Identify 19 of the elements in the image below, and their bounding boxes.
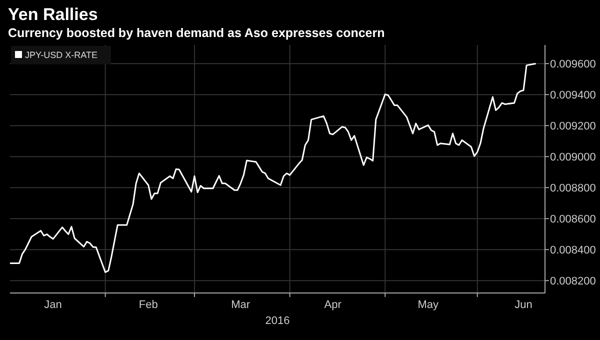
x-tick-label: Feb — [138, 299, 158, 311]
x-tick-label: Jun — [514, 299, 532, 311]
legend-label: JPY-USD X-RATE — [25, 50, 98, 60]
y-tick-label: 0.009600 — [550, 58, 596, 71]
y-tick-label: 0.009200 — [550, 120, 596, 133]
y-tick-label: 0.008400 — [550, 244, 596, 257]
chart-title: Yen Rallies — [8, 5, 98, 24]
y-tick-label: 0.008600 — [550, 214, 596, 226]
y-tick-label: 0.008800 — [550, 182, 596, 195]
y-tick-label: 0.008200 — [550, 276, 596, 288]
x-tick-label: Jan — [44, 299, 62, 311]
y-tick-label: 0.009000 — [550, 152, 596, 164]
x-tick-label: Apr — [324, 299, 342, 311]
chart-subtitle: Currency boosted by haven demand as Aso expresses concern — [8, 26, 385, 40]
y-tick-label: 0.009400 — [550, 90, 596, 102]
x-tick-label: May — [418, 299, 440, 311]
x-axis-title: 2016 — [265, 315, 290, 327]
line-series — [9, 62, 537, 273]
x-tick-label: Mar — [231, 299, 250, 311]
